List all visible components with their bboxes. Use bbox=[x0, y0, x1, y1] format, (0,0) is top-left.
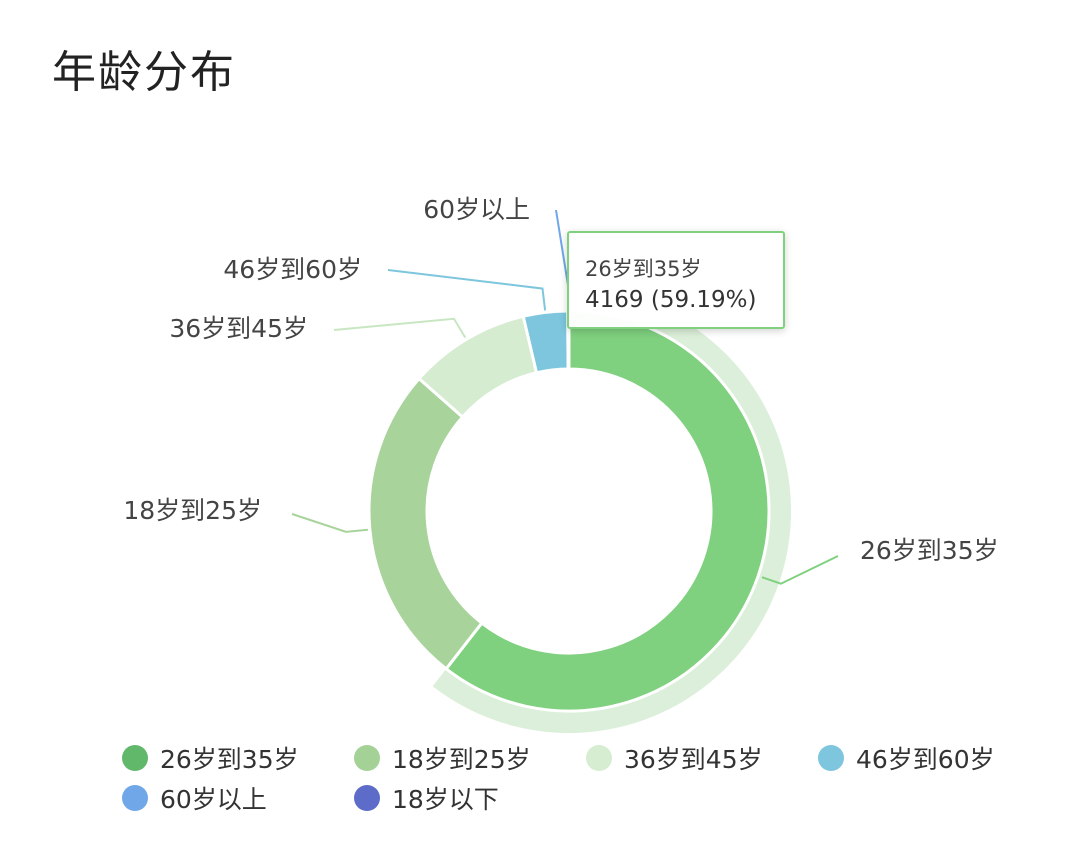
slice-36-45-label: 36岁到45岁 bbox=[169, 314, 308, 343]
legend-item-26-35[interactable]: 26岁到35岁 bbox=[122, 740, 299, 776]
slice-18-25-label: 18岁到25岁 bbox=[123, 496, 262, 525]
chart-tooltip: 26岁到35岁 4169 (59.19%) bbox=[567, 231, 785, 329]
slice-26-35-leader-line bbox=[761, 555, 839, 585]
slice-36-45-leader-line bbox=[333, 317, 467, 339]
page-title: 年龄分布 bbox=[52, 47, 236, 98]
slice-60-plus-label: 60岁以上 bbox=[423, 195, 530, 224]
legend-item-under-18[interactable]: 18岁以下 bbox=[354, 780, 499, 816]
legend-swatch bbox=[122, 785, 148, 811]
slice-labels-layer: 26岁到35岁 18岁到25岁 36岁到45岁 46岁到60岁 60岁以上 bbox=[123, 195, 998, 565]
slice-26-35-emphasis bbox=[432, 289, 791, 733]
legend-swatch bbox=[818, 745, 844, 771]
slice-46-60-label: 46岁到60岁 bbox=[223, 255, 362, 284]
slice-18-25-leader-line bbox=[291, 513, 368, 533]
tooltip-series-name: 26岁到35岁 bbox=[585, 257, 702, 281]
legend-label: 46岁到60岁 bbox=[856, 745, 995, 774]
legend-label: 18岁以下 bbox=[392, 785, 499, 814]
legend-item-60-plus[interactable]: 60岁以上 bbox=[122, 780, 267, 816]
slice-26-35[interactable] bbox=[444, 309, 771, 713]
tooltip-value: 4169 (59.19%) bbox=[585, 287, 757, 313]
legend-label: 36岁到45岁 bbox=[624, 745, 763, 774]
legend-item-46-60[interactable]: 46岁到60岁 bbox=[818, 740, 995, 776]
slice-26-35-label: 26岁到35岁 bbox=[860, 536, 999, 565]
legend-swatch bbox=[354, 745, 380, 771]
slice-46-60-leader-line bbox=[387, 269, 547, 311]
legend-swatch bbox=[586, 745, 612, 771]
legend-swatch bbox=[122, 745, 148, 771]
legend-swatch bbox=[354, 785, 380, 811]
legend-label: 26岁到35岁 bbox=[160, 745, 299, 774]
legend-item-36-45[interactable]: 36岁到45岁 bbox=[586, 740, 763, 776]
legend-label: 18岁到25岁 bbox=[392, 745, 531, 774]
legend-label: 60岁以上 bbox=[160, 785, 267, 814]
slices-layer bbox=[367, 289, 791, 733]
legend-item-18-25[interactable]: 18岁到25岁 bbox=[354, 740, 531, 776]
slice-18-25[interactable] bbox=[367, 376, 484, 671]
